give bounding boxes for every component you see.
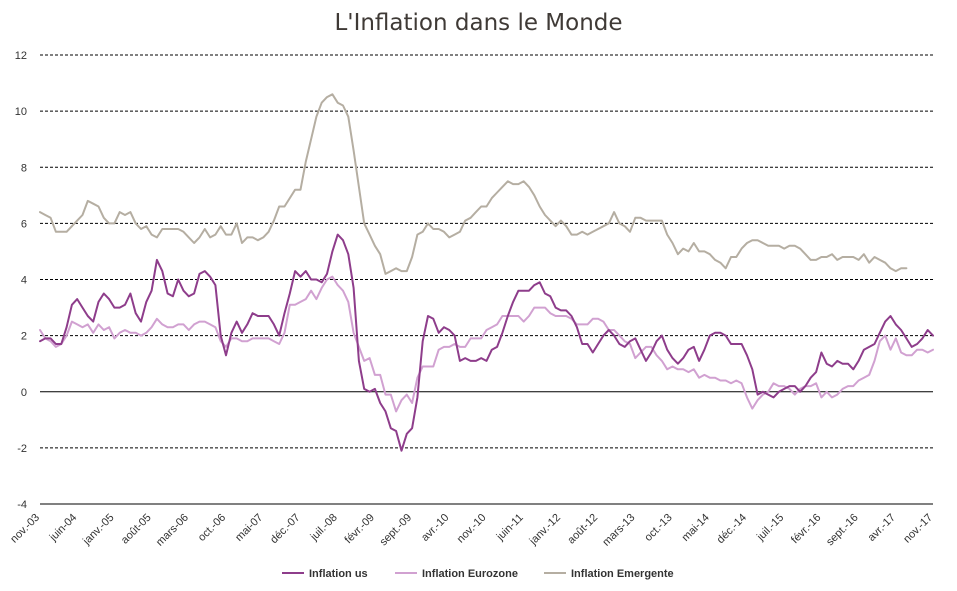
series-line-inflation-eurozone <box>39 275 934 413</box>
x-tick-label: août-05 <box>119 512 154 547</box>
x-tick-label: déc.-14 <box>715 512 749 546</box>
y-tick-label: 10 <box>15 106 27 118</box>
y-tick-label: 6 <box>21 218 27 230</box>
x-tick-label: juil.-08 <box>308 512 340 544</box>
x-tick-label: mars-13 <box>600 512 637 549</box>
series-line-inflation-us <box>39 233 934 452</box>
y-tick-label: 2 <box>21 331 27 343</box>
x-tick-label: mars-06 <box>154 512 191 549</box>
series-line-inflation-emergente <box>39 93 908 275</box>
legend-label: Inflation Eurozone <box>422 568 518 580</box>
x-tick-label: janv.-05 <box>80 512 116 548</box>
x-tick-label: oct.-13 <box>642 512 674 544</box>
x-tick-label: nov.-03 <box>8 512 42 546</box>
x-tick-label: juin-11 <box>494 512 526 544</box>
x-tick-label: avr.-10 <box>419 512 451 544</box>
x-tick-label: sept.-16 <box>824 512 861 549</box>
x-tick-label: sept.-09 <box>378 512 415 549</box>
y-tick-label: 8 <box>21 162 27 174</box>
x-tick-label: avr.-17 <box>866 512 898 544</box>
x-tick-label: févr.-16 <box>789 512 823 546</box>
legend-label: Inflation Emergente <box>571 568 674 580</box>
y-tick-label: 12 <box>15 50 27 62</box>
x-tick-label: mai-14 <box>680 512 712 544</box>
series-lines <box>39 93 934 452</box>
x-tick-label: janv.-12 <box>527 512 563 548</box>
gridlines <box>40 54 933 505</box>
x-tick-label: août-12 <box>565 512 600 547</box>
x-tick-label: juil.-15 <box>754 512 786 544</box>
y-tick-label: 0 <box>21 387 27 399</box>
y-tick-label: -4 <box>17 499 27 511</box>
x-tick-label: déc.-07 <box>268 512 302 546</box>
chart-title: L'Inflation dans le Monde <box>334 10 623 36</box>
x-tick-label: févr.-09 <box>343 512 377 546</box>
x-tick-label: mai-07 <box>233 512 265 544</box>
legend: Inflation us Inflation Eurozone Inflation … <box>282 568 674 580</box>
x-tick-label: nov.-10 <box>455 512 489 546</box>
y-axis-ticks: -4 -2 0 2 4 6 8 10 12 <box>15 50 27 511</box>
y-tick-label: -2 <box>17 443 27 455</box>
x-tick-label: oct.-06 <box>196 512 228 544</box>
x-axis: nov.-03 juin-04 janv.-05 août-05 mars-06 oct.… <box>8 512 935 549</box>
x-tick-label: nov.-17 <box>901 512 935 546</box>
y-tick-label: 4 <box>21 275 27 287</box>
x-tick-label: juin-04 <box>47 512 80 545</box>
legend-label: Inflation us <box>309 568 368 580</box>
